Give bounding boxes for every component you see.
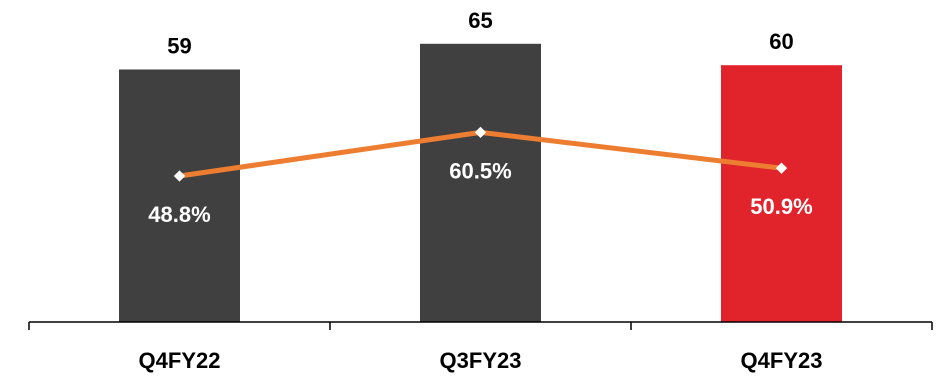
x-axis [28,321,933,330]
x-axis-labels: Q4FY22 Q3FY23 Q4FY23 [139,348,823,373]
line-layer [173,126,788,182]
bar-value-label: 60 [769,29,793,54]
line-value-label: 60.5% [449,158,511,183]
x-tick-label-q4fy23: Q4FY23 [741,348,823,373]
x-tick-label-q4fy22: Q4FY22 [139,348,221,373]
bar-value-labels: 59 65 60 [167,8,793,59]
bar-q3fy23 [420,43,541,323]
bar-value-label: 65 [468,8,492,33]
line-marker-q4fy22 [173,170,186,182]
line-marker-q3fy23 [474,126,487,139]
line-value-labels: 48.8% 60.5% 50.9% [148,158,812,227]
bars-layer [119,43,842,323]
bar-q4fy22 [119,69,240,322]
line-marker-q4fy23 [775,162,788,174]
line-value-label: 50.9% [750,194,812,219]
bar-value-label: 59 [167,33,191,58]
line-value-label: 48.8% [148,202,210,227]
bar-q4fy23 [721,65,842,322]
x-tick-label-q3fy23: Q3FY23 [440,348,522,373]
